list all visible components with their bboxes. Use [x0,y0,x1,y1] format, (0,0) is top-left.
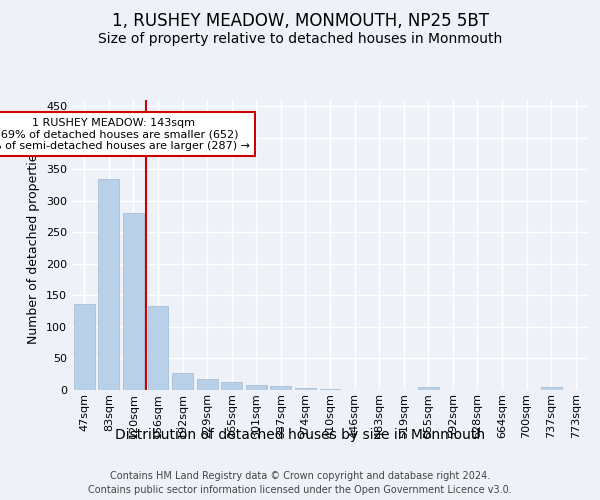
Bar [246,385,267,390]
Text: 1 RUSHEY MEADOW: 143sqm
← 69% of detached houses are smaller (652)
30% of semi-d: 1 RUSHEY MEADOW: 143sqm ← 69% of detache… [0,118,250,151]
Text: Contains public sector information licensed under the Open Government Licence v3: Contains public sector information licen… [88,485,512,495]
Bar [271,386,292,390]
Bar [418,387,439,390]
Bar [172,373,193,390]
Bar [123,213,144,390]
Bar [74,304,95,390]
Text: Contains HM Land Registry data © Crown copyright and database right 2024.: Contains HM Land Registry data © Crown c… [110,471,490,481]
Bar [541,388,562,390]
Bar [148,306,169,390]
Y-axis label: Number of detached properties: Number of detached properties [28,146,40,344]
Text: 1, RUSHEY MEADOW, MONMOUTH, NP25 5BT: 1, RUSHEY MEADOW, MONMOUTH, NP25 5BT [112,12,488,30]
Bar [295,388,316,390]
Text: Size of property relative to detached houses in Monmouth: Size of property relative to detached ho… [98,32,502,46]
Bar [197,380,218,390]
Text: Distribution of detached houses by size in Monmouth: Distribution of detached houses by size … [115,428,485,442]
Bar [98,179,119,390]
Bar [221,382,242,390]
